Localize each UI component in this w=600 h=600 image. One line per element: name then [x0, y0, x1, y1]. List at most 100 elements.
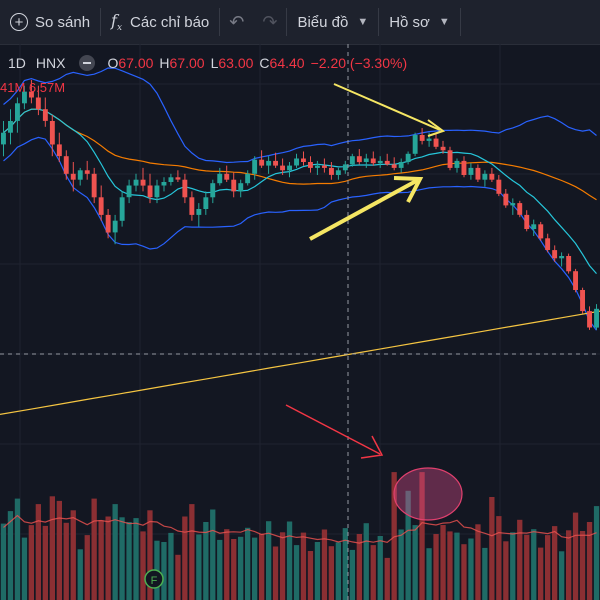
indicators-button[interactable]: fx Các chỉ báo — [101, 0, 219, 44]
candle-body — [587, 311, 592, 328]
candle-body — [573, 271, 578, 290]
volume-bar — [370, 545, 376, 600]
candle-body — [161, 182, 167, 186]
candle-body — [552, 250, 558, 259]
volume-bar — [503, 541, 509, 600]
volume-bar — [412, 525, 418, 600]
candle-body — [482, 173, 488, 180]
volume-bar — [531, 529, 537, 600]
candle-body — [119, 197, 125, 221]
candle-body — [1, 132, 6, 145]
compare-label: So sánh — [35, 13, 91, 31]
candle-body — [510, 203, 516, 206]
candle-body — [391, 164, 397, 168]
candle-body — [322, 165, 327, 168]
toolbar-divider — [378, 8, 380, 36]
volume-bar — [475, 524, 481, 600]
volume-bar — [252, 537, 258, 600]
candle-body — [356, 156, 362, 163]
chart-type-label: Biểu đồ — [297, 13, 349, 31]
close-value: 64.40 — [269, 55, 305, 71]
candle-body — [503, 193, 509, 206]
change-value: −2.20 (−3.30%) — [310, 55, 408, 71]
redo-icon[interactable]: ↷ — [262, 11, 278, 32]
candle-body — [280, 165, 285, 171]
compare-button[interactable]: + So sánh — [0, 0, 100, 44]
candle-body — [147, 185, 153, 198]
candle-body — [210, 183, 216, 198]
candle-body — [182, 179, 188, 198]
candle-body — [238, 183, 244, 192]
low-label: L — [210, 55, 219, 71]
candle-body — [203, 197, 209, 209]
candle-body — [496, 179, 502, 194]
moving-average-orange — [3, 108, 597, 201]
candle-body — [126, 185, 132, 198]
candle-body — [29, 91, 34, 98]
volume-bar — [259, 533, 265, 600]
hide-icon[interactable] — [79, 55, 96, 71]
volume-bar — [314, 542, 321, 600]
candle-body — [342, 164, 348, 171]
volume-bar — [468, 538, 474, 600]
volume-bar — [524, 534, 530, 600]
open-value: 67.00 — [118, 55, 154, 71]
toolbar-divider — [459, 8, 461, 36]
interval-label[interactable]: 1D — [8, 55, 26, 71]
indicators-label: Các chỉ báo — [130, 13, 210, 31]
candle-body — [91, 173, 97, 198]
close-label: C — [259, 55, 270, 71]
volume-bar — [405, 490, 411, 600]
price-chart[interactable]: F — [0, 44, 600, 600]
annotation-arrowhead-yellow — [393, 176, 424, 203]
volume-bar — [517, 519, 523, 600]
volume-bar — [559, 551, 565, 600]
candle-body — [98, 197, 104, 215]
candle-body — [566, 256, 572, 272]
volume-bar — [363, 523, 369, 600]
annotation-arrow-yellow — [309, 178, 419, 241]
candle-body — [22, 91, 27, 104]
volume-bar — [279, 532, 286, 600]
volume-bar — [126, 522, 132, 600]
volume-bar — [307, 551, 314, 600]
volume-bar — [182, 516, 188, 600]
volume-bar — [579, 531, 586, 600]
annotation-highlight-ellipse — [393, 467, 463, 521]
candle-body — [370, 158, 376, 164]
volume-bar — [133, 518, 139, 600]
candle-body — [84, 170, 90, 174]
profile-dropdown[interactable]: Hồ sơ ▼ — [379, 0, 460, 44]
candle-body — [259, 159, 265, 166]
low-value: 63.00 — [218, 55, 254, 71]
candle-body — [517, 203, 523, 215]
volume-bar — [384, 557, 390, 600]
plus-circle-icon: + — [10, 13, 28, 31]
volume-bar — [461, 544, 467, 600]
candle-body — [489, 173, 495, 180]
volume-bar — [21, 537, 28, 600]
undo-icon[interactable]: ↶ — [229, 11, 245, 32]
volume-bar — [572, 512, 579, 600]
candle-body — [398, 162, 404, 168]
candle-body — [440, 146, 446, 151]
volume-bar — [321, 529, 328, 600]
volume-bar — [238, 536, 244, 600]
candle-body — [56, 144, 62, 157]
candle-body — [189, 197, 195, 215]
volume-bar — [328, 546, 334, 600]
candle-body — [419, 135, 425, 141]
chart-type-dropdown[interactable]: Biểu đồ ▼ — [287, 0, 378, 44]
candle-body — [301, 158, 306, 162]
candle-body — [175, 177, 181, 180]
volume-bar — [286, 521, 293, 600]
candle-body — [412, 135, 418, 154]
volume-bar — [70, 510, 76, 600]
candle-body — [77, 170, 83, 180]
volume-bar — [203, 522, 209, 600]
volume-bar — [391, 472, 397, 600]
exchange-label[interactable]: HNX — [35, 55, 66, 71]
volume-bar — [266, 521, 272, 600]
high-label: H — [159, 55, 170, 71]
event-badge-label: F — [151, 575, 158, 587]
